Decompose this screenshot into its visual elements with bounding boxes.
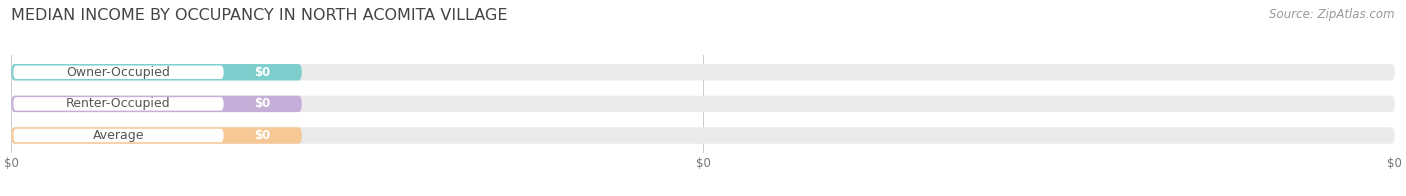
Text: Owner-Occupied: Owner-Occupied	[66, 66, 170, 79]
FancyBboxPatch shape	[13, 97, 224, 111]
Text: Renter-Occupied: Renter-Occupied	[66, 97, 170, 110]
FancyBboxPatch shape	[13, 65, 224, 79]
Text: $0: $0	[254, 97, 270, 110]
FancyBboxPatch shape	[11, 127, 1395, 144]
FancyBboxPatch shape	[11, 64, 302, 81]
Text: MEDIAN INCOME BY OCCUPANCY IN NORTH ACOMITA VILLAGE: MEDIAN INCOME BY OCCUPANCY IN NORTH ACOM…	[11, 8, 508, 23]
FancyBboxPatch shape	[11, 96, 1395, 112]
Text: Average: Average	[93, 129, 145, 142]
Text: $0: $0	[254, 66, 270, 79]
Text: $0: $0	[254, 129, 270, 142]
FancyBboxPatch shape	[11, 127, 302, 144]
Text: Source: ZipAtlas.com: Source: ZipAtlas.com	[1270, 8, 1395, 21]
FancyBboxPatch shape	[11, 64, 1395, 81]
FancyBboxPatch shape	[11, 96, 302, 112]
FancyBboxPatch shape	[13, 129, 224, 142]
